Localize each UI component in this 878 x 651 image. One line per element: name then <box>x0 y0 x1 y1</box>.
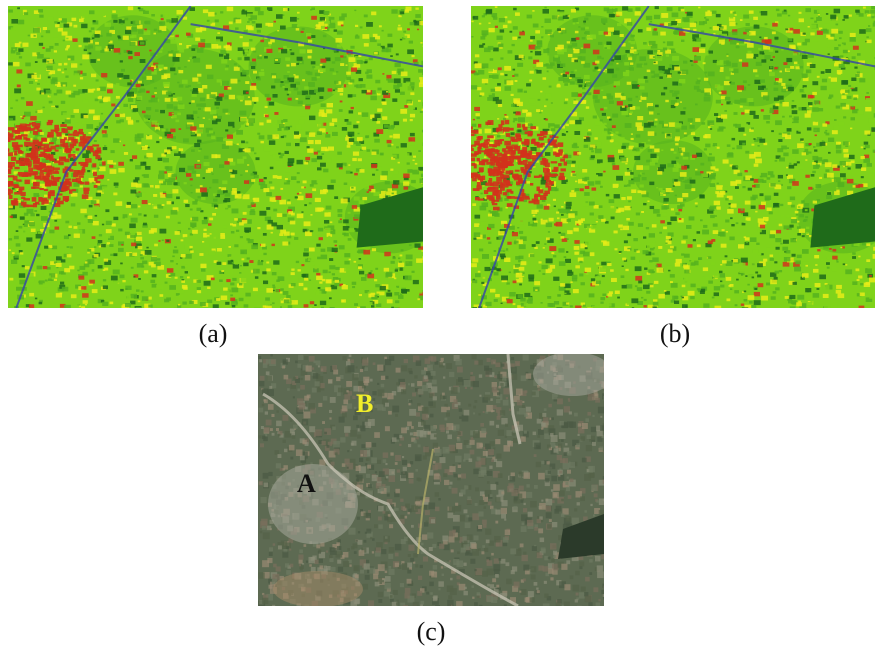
classification-map-b <box>471 6 875 308</box>
classification-map-a <box>8 6 423 308</box>
caption-a: (a) <box>198 319 228 348</box>
caption-b: (b) <box>659 319 691 348</box>
region-label-b: B <box>356 389 374 418</box>
satellite-image-c <box>258 354 604 606</box>
region-label-a: A <box>297 469 316 498</box>
caption-c: (c) <box>416 617 446 646</box>
